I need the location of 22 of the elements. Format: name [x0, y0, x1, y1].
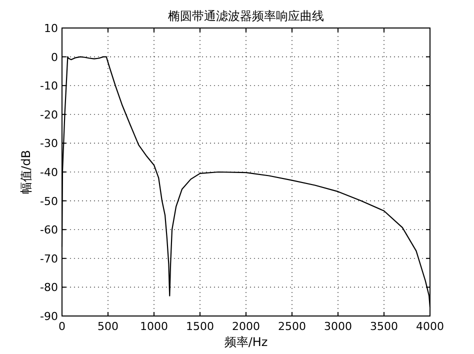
y-tick-label: 0 — [51, 50, 58, 64]
x-tick-label: 1500 — [186, 320, 214, 333]
y-tick-label: -80 — [40, 281, 58, 294]
y-tick-label: -60 — [40, 224, 58, 237]
x-tick-label: 4000 — [416, 320, 444, 333]
y-axis-title: 幅值/dB — [19, 150, 33, 194]
x-tick-label: 2000 — [232, 320, 260, 333]
x-tick-label: 500 — [98, 320, 118, 333]
y-tick-label: -30 — [40, 137, 58, 150]
y-tick-label: -90 — [40, 310, 58, 323]
y-tick-label: -10 — [40, 80, 58, 93]
x-tick-label: 3000 — [324, 320, 352, 333]
x-axis-title: 频率/Hz — [224, 335, 268, 349]
y-tick-label: -70 — [40, 252, 58, 266]
x-tick-label: 1000 — [140, 320, 168, 333]
x-tick-label: 2500 — [278, 320, 306, 333]
y-tick-label: 10 — [44, 22, 58, 35]
y-tick-label: -20 — [40, 108, 58, 122]
y-tick-label: -40 — [40, 166, 58, 179]
title: 椭圆带通滤波器频率响应曲线 — [168, 9, 324, 23]
y-tick-label: -50 — [40, 194, 58, 208]
x-tick-label: 3500 — [370, 320, 398, 333]
